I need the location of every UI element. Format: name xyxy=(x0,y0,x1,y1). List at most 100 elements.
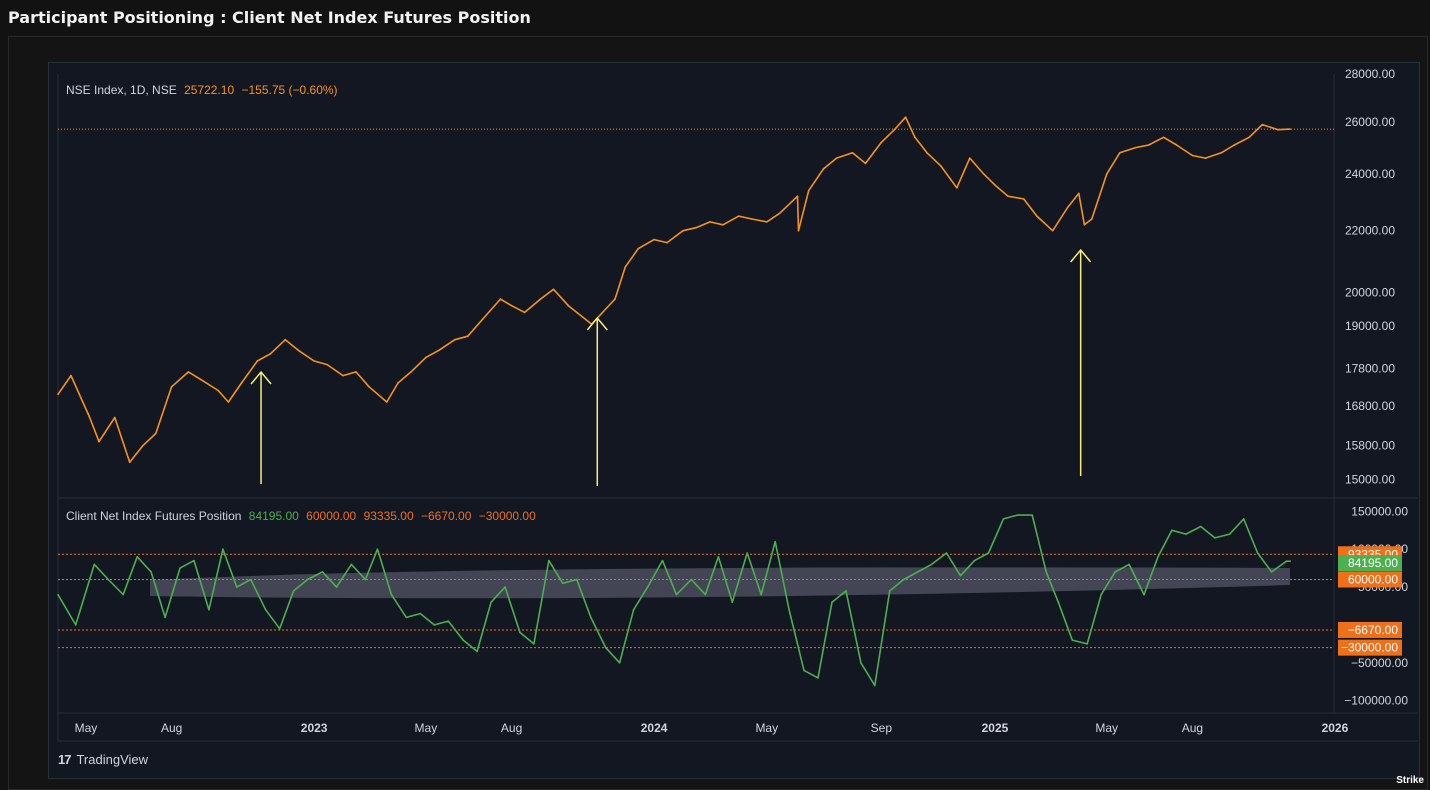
nse-index-point xyxy=(438,349,440,352)
client-net-point xyxy=(122,593,124,596)
nse-index-point xyxy=(1289,128,1292,130)
annotation-arrow xyxy=(250,370,272,484)
client-net-point xyxy=(1100,593,1102,596)
nse-index-point xyxy=(88,416,91,419)
nse-index-point xyxy=(624,266,627,268)
client-net-point xyxy=(519,631,521,634)
nse-index-point xyxy=(926,152,928,154)
x-tick: May xyxy=(1095,721,1118,735)
client-net-point xyxy=(646,586,649,588)
client-net-point xyxy=(661,559,664,562)
client-net-point xyxy=(930,563,933,566)
client-net-point xyxy=(193,559,195,562)
nse-index-point xyxy=(539,298,542,300)
upper-y-tick: 19000.00 xyxy=(1345,319,1395,333)
nse-index-point xyxy=(914,136,916,139)
annotation-arrow-head xyxy=(250,370,272,385)
client-net-point xyxy=(208,608,210,611)
nse-index-point xyxy=(128,461,131,464)
client-net-point xyxy=(1128,563,1130,566)
nse-index-point xyxy=(653,238,655,241)
price-label: −30000.00 xyxy=(1338,639,1402,656)
client-net-point xyxy=(1157,555,1159,558)
client-net-point xyxy=(335,586,338,588)
upper-y-tick: 15000.00 xyxy=(1345,472,1395,486)
x-tick: 2025 xyxy=(982,721,1009,735)
upper-y-tick: 20000.00 xyxy=(1345,286,1395,300)
client-net-point xyxy=(1213,537,1216,539)
client-net-point xyxy=(589,616,592,619)
nse-index-point xyxy=(666,241,668,244)
lower-legend-v2: 60000.00 xyxy=(306,509,357,523)
client-net-point xyxy=(774,540,776,543)
nse-index-point xyxy=(70,374,72,377)
nse-index-point xyxy=(904,116,907,118)
client-net-point xyxy=(504,586,506,588)
nse-index-point xyxy=(614,298,616,300)
client-net-point xyxy=(490,601,492,604)
nse-index-point xyxy=(893,128,896,131)
x-tick: Aug xyxy=(1182,721,1203,735)
nse-index-point xyxy=(170,385,173,388)
price-label-text: 84195.00 xyxy=(1348,556,1398,570)
nse-index-point xyxy=(1175,144,1178,146)
x-tick: May xyxy=(75,721,98,735)
nse-index-point xyxy=(1036,215,1038,217)
client-net-point xyxy=(447,620,450,622)
nse-index-point xyxy=(682,229,684,232)
client-net-point xyxy=(1002,518,1005,520)
nse-index-point xyxy=(57,393,59,396)
nse-index-point xyxy=(1051,229,1054,232)
client-net-point xyxy=(405,616,408,619)
nse-index-point xyxy=(342,374,344,377)
client-net-point xyxy=(987,552,990,554)
upper-legend-last: 25722.10 xyxy=(184,83,235,97)
client-net-point xyxy=(150,571,152,573)
tradingview-logo[interactable]: 17 TradingView xyxy=(58,752,148,767)
client-net-point xyxy=(959,574,962,577)
nse-index-point xyxy=(880,141,883,144)
client-net-point xyxy=(364,578,367,581)
client-net-point xyxy=(717,555,720,558)
nse-index-point xyxy=(481,318,484,320)
client-net-point xyxy=(264,608,267,611)
nse-index-point xyxy=(751,218,753,220)
nse-index-point xyxy=(835,157,838,159)
upper-y-tick: 22000.00 xyxy=(1345,224,1395,238)
nse-index-point xyxy=(1248,136,1251,139)
nse-index-point xyxy=(1105,173,1108,175)
client-net-point xyxy=(292,590,295,592)
client-net-point xyxy=(690,578,693,581)
nse-index-point xyxy=(385,401,388,403)
lower-legend-v4: −6670.00 xyxy=(420,509,472,523)
nse-index-point xyxy=(199,378,202,381)
lower-legend: Client Net Index Futures Position 84195.… xyxy=(66,509,540,523)
nse-index-line xyxy=(57,116,1291,464)
client-net-point xyxy=(278,627,281,630)
client-net-point xyxy=(306,578,309,581)
nse-index-point xyxy=(1091,218,1093,220)
price-label-box xyxy=(1338,639,1402,656)
nse-index-point xyxy=(467,335,469,338)
client-net-point xyxy=(249,578,252,581)
client-net-point xyxy=(945,552,948,554)
nse-index-point xyxy=(807,189,810,192)
client-net-point xyxy=(1289,560,1292,562)
x-tick: Aug xyxy=(501,721,522,735)
x-tick: Sep xyxy=(871,721,893,735)
client-net-point xyxy=(222,548,224,551)
nse-index-point xyxy=(1204,157,1207,159)
nse-index-point xyxy=(269,353,272,355)
nse-index-point xyxy=(567,304,570,307)
nse-index-point xyxy=(695,226,697,229)
nse-index-point xyxy=(738,215,740,217)
lower-legend-v1: 84195.00 xyxy=(248,509,299,523)
nse-index-point xyxy=(1023,198,1025,200)
tradingview-card xyxy=(48,62,1420,779)
nse-index-point xyxy=(425,356,427,359)
upper-y-tick: 15800.00 xyxy=(1345,439,1395,453)
client-net-line xyxy=(57,514,1291,687)
nse-index-point xyxy=(397,382,399,384)
nse-index-point xyxy=(284,338,287,341)
